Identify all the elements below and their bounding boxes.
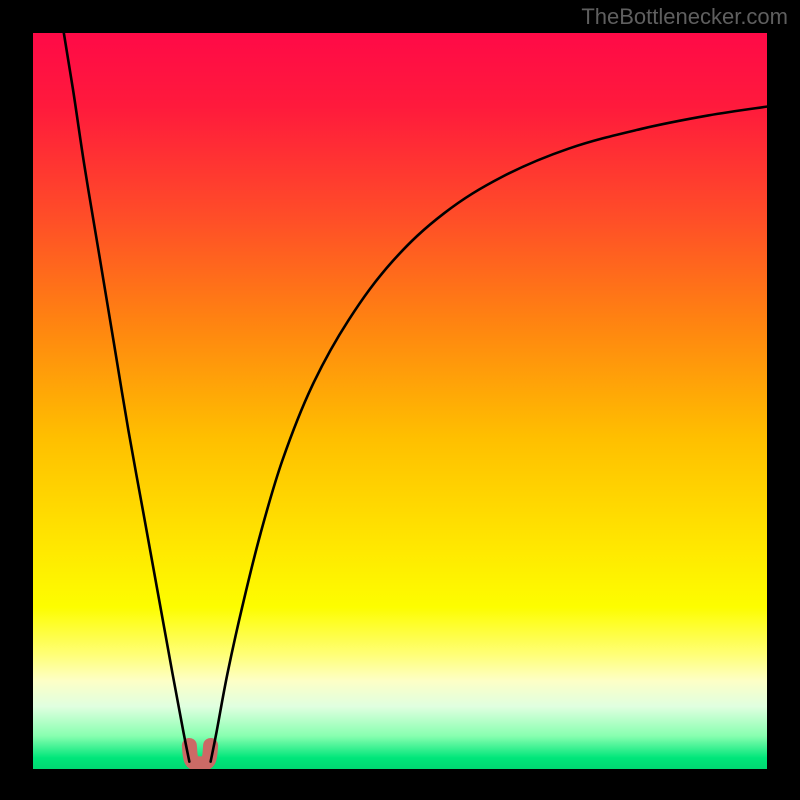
plot-area xyxy=(33,33,767,769)
bottleneck-curve-chart xyxy=(0,0,800,800)
chart-stage: TheBottlenecker.com xyxy=(0,0,800,800)
attribution-text: TheBottlenecker.com xyxy=(581,4,788,30)
gradient-background xyxy=(33,33,767,769)
